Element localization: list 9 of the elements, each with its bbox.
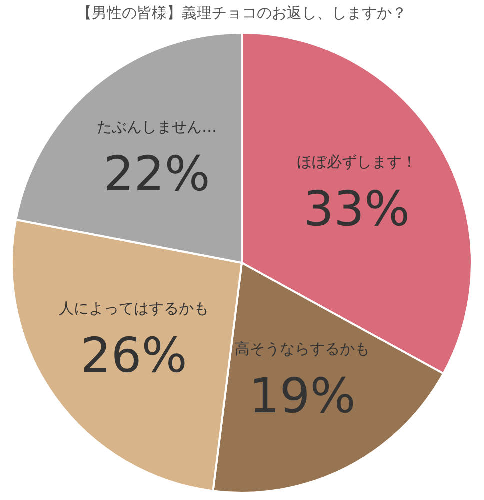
slice-label: ほぼ必ずします！ bbox=[296, 152, 417, 171]
slice-label: 人によってはするかも bbox=[59, 299, 210, 318]
data-label: 22% bbox=[104, 146, 210, 203]
slice-label: 高そうならするかも bbox=[235, 340, 370, 358]
data-label: 26% bbox=[80, 328, 188, 384]
chart-title: 【男性の皆様】義理チョコのお返し、しますか？ bbox=[76, 4, 408, 23]
data-label: 33% bbox=[303, 182, 410, 238]
data-label: 19% bbox=[249, 368, 356, 424]
slice-label: たぶんしません… bbox=[96, 118, 217, 136]
